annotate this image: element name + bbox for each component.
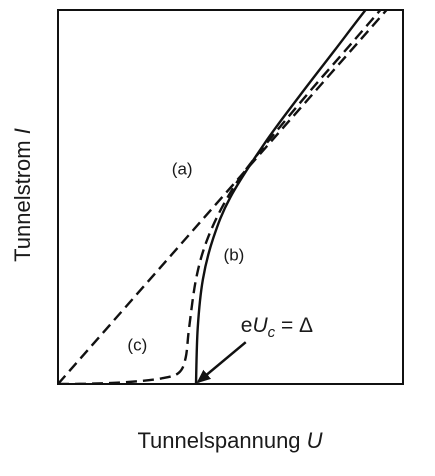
threshold-annotation-suffix: = Δ — [275, 314, 313, 337]
x-axis-symbol: U — [307, 428, 323, 453]
x-axis-label-text: Tunnelspannung — [137, 428, 300, 453]
curve-label-c: (c) — [127, 335, 147, 354]
series-line-c — [58, 10, 382, 384]
series-line-a — [58, 10, 389, 384]
y-axis-label: Tunnelstrom I — [10, 128, 35, 262]
y-axis-symbol: I — [10, 128, 35, 134]
threshold-arrow — [196, 341, 247, 384]
threshold-annotation-symbol: U — [252, 314, 268, 337]
curve-label-a: (a) — [172, 160, 193, 179]
x-axis-label: Tunnelspannung U — [137, 428, 322, 453]
series-line-b — [194, 10, 368, 384]
threshold-annotation: eUc = Δ — [241, 314, 313, 341]
threshold-annotation-prefix: e — [241, 314, 253, 337]
y-axis-label-text: Tunnelstrom — [10, 140, 35, 261]
plot-frame — [57, 9, 404, 385]
threshold-annotation-subscript: c — [268, 324, 276, 341]
curve-label-b: (b) — [224, 246, 245, 265]
series-layer — [58, 10, 389, 384]
curve-labels: (a) (b) (c) — [127, 160, 244, 355]
